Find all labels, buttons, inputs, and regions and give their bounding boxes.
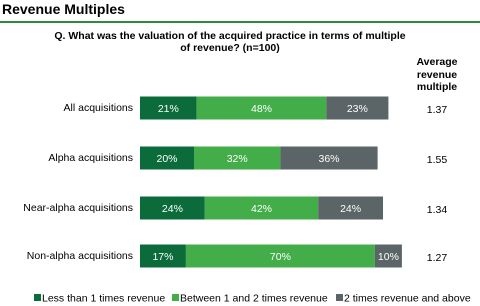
- value-label: 36%: [318, 153, 339, 165]
- bar-segment: [196, 96, 327, 120]
- bar-segment: [140, 96, 197, 120]
- value-label: 10%: [378, 251, 399, 263]
- bar-segment: [280, 146, 378, 170]
- average-value: 1.55: [427, 154, 448, 166]
- category-label: All acquisitions: [64, 102, 133, 114]
- legend-swatch: [172, 294, 179, 301]
- value-label: 24%: [162, 203, 183, 215]
- legend-label: Less than 1 times revenue: [42, 292, 165, 304]
- legend-label: 2 times revenue and above: [344, 292, 471, 304]
- average-value: 1.37: [427, 104, 448, 116]
- legend-swatch: [34, 294, 41, 301]
- bar-segment: [194, 146, 281, 170]
- bar-segment: [204, 196, 319, 220]
- title-rule: [0, 21, 480, 23]
- bar-segment: [140, 196, 205, 220]
- bar-segment: [185, 244, 375, 268]
- average-value: 1.27: [427, 252, 448, 264]
- value-label: 70%: [270, 251, 291, 263]
- category-label: Alpha acquisitions: [48, 152, 133, 164]
- value-label: 20%: [156, 153, 177, 165]
- bar-segment: [374, 244, 402, 268]
- bar-segment: [318, 196, 383, 220]
- bar-segment: [140, 146, 194, 170]
- value-label: 32%: [227, 153, 248, 165]
- legend-swatch: [336, 294, 343, 301]
- chart-title: Revenue Multiples: [2, 1, 125, 17]
- bar-segment: [326, 96, 389, 120]
- value-label: 24%: [340, 203, 361, 215]
- legend-label: Between 1 and 2 times revenue: [180, 292, 328, 304]
- value-label: 21%: [158, 103, 179, 115]
- value-label: 23%: [347, 103, 368, 115]
- average-value: 1.34: [427, 204, 448, 216]
- category-label: Near-alpha acquisitions: [23, 202, 133, 214]
- category-label: Non-alpha acquisitions: [27, 250, 133, 262]
- chart-subtitle: Q. What was the valuation of the acquire…: [54, 30, 406, 54]
- column-header: Average revenue multiple: [416, 56, 458, 93]
- value-label: 17%: [152, 251, 173, 263]
- bar-segment: [140, 244, 186, 268]
- value-label: 48%: [251, 103, 272, 115]
- value-label: 42%: [251, 203, 272, 215]
